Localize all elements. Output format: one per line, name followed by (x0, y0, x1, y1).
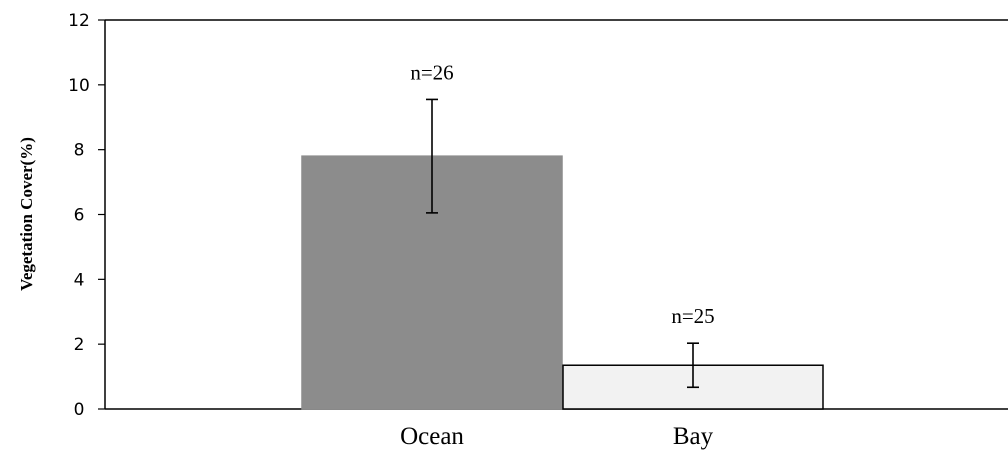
error-bar-bay (687, 342, 699, 389)
annotations: n=26 n=25 (410, 60, 714, 328)
error-bar-ocean (426, 98, 438, 214)
y-tick-label: 0 (74, 400, 85, 420)
category-label-bay: Bay (673, 423, 714, 450)
y-tick-label: 2 (74, 335, 85, 355)
sample-size-label-bay: n=25 (671, 304, 714, 328)
sample-size-label-ocean: n=26 (410, 60, 453, 84)
category-label-ocean: Ocean (400, 423, 464, 450)
y-axis-title: Vegetation Cover(%) (17, 137, 36, 291)
y-tick-label: 6 (74, 206, 85, 226)
y-tick-label: 8 (74, 141, 85, 161)
y-tick-label: 12 (68, 11, 90, 31)
error-bars (426, 98, 699, 389)
y-tick-label: 4 (74, 270, 85, 290)
y-axis-ticks: 0 2 4 6 8 10 12 (68, 11, 105, 420)
bars (301, 155, 824, 410)
category-labels: Ocean Bay (400, 423, 714, 450)
y-tick-label: 10 (68, 76, 90, 96)
